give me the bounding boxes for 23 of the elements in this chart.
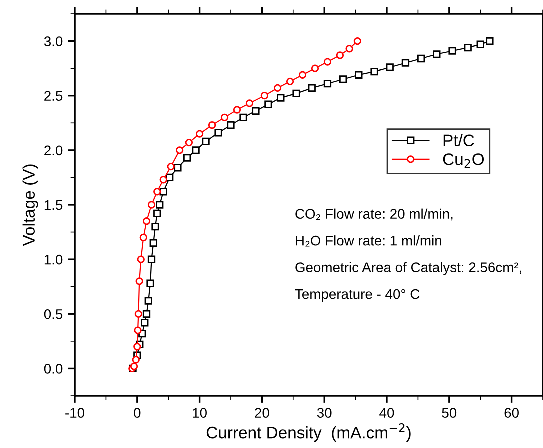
- y-tick-label: 3.0: [44, 36, 63, 46]
- annotation: Geometric Area of Catalyst: 2.56cm²,: [296, 262, 522, 276]
- x-tick-label: 60: [504, 408, 519, 418]
- y-axis-title: Voltage (V): [22, 164, 38, 246]
- y-tick-label: 1.0: [44, 254, 63, 265]
- x-tick-label: -10: [66, 408, 84, 418]
- x-tick-label: 30: [317, 408, 332, 418]
- y-tick-label: 0.0: [44, 364, 63, 374]
- legend-label: Cu$_{2}$O: [443, 154, 484, 168]
- legend-label: Pt/C: [444, 134, 474, 147]
- x-tick-label: 40: [380, 408, 394, 418]
- x-tick-label: 50: [442, 408, 457, 418]
- x-tick-label: 0: [134, 408, 141, 418]
- annotation: H₂O Flow rate: 1 ml/min: [296, 236, 442, 247]
- y-tick-label: 2.5: [44, 91, 63, 102]
- annotation: CO₂ Flow rate: 20 ml/min,: [296, 208, 453, 221]
- x-tick-label: 20: [255, 408, 270, 418]
- y-tick-label: 2.0: [44, 146, 63, 156]
- y-tick-label: 0.5: [44, 309, 63, 320]
- y-tick-label: 1.5: [44, 200, 63, 210]
- x-axis-title: Current Density (mA.cm$^{−2}$): [206, 424, 411, 442]
- x-tick-label: 10: [193, 408, 207, 418]
- annotation: Temperature - 40° C: [295, 289, 420, 302]
